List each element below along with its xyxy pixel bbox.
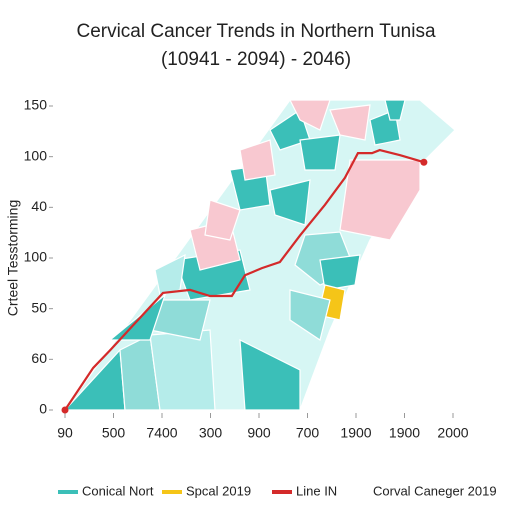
x-tick-label: 1900 (389, 425, 420, 441)
x-tick-label: 90 (57, 425, 73, 441)
x-tick-label: 2000 (437, 425, 468, 441)
x-tick-label: 1900 (340, 425, 371, 441)
y-tick-label: 40 (31, 198, 47, 214)
x-tick-label: 900 (247, 425, 271, 441)
line-end (420, 158, 428, 166)
y-tick-label: 0 (39, 401, 47, 417)
y-tick-label: 50 (31, 299, 47, 315)
y-tick-label: 150 (24, 97, 48, 113)
chart-subtitle: (10941 - 2094) - 2046) (161, 49, 351, 70)
x-tick-label: 7400 (146, 425, 177, 441)
line-end (61, 406, 69, 414)
y-tick-label: 100 (24, 147, 48, 163)
legend-label: Conical Nort (82, 483, 154, 498)
y-tick-label: 60 (31, 350, 47, 366)
legend-label: Line IN (296, 483, 337, 498)
legend-label: Corval Caneger 2019 (373, 483, 497, 498)
y-tick-label: 100 (24, 249, 48, 265)
x-tick-label: 500 (102, 425, 126, 441)
line-series (64, 148, 425, 411)
chart-title: Cervical Cancer Trends in Northern Tunis… (76, 21, 435, 42)
map-mosaic (63, 99, 456, 411)
x-tick-label: 300 (199, 425, 223, 441)
x-tick-label: 700 (296, 425, 320, 441)
y-axis-label: Crteel Tesstorming (5, 200, 21, 316)
legend-label: Spcal 2019 (186, 483, 251, 498)
